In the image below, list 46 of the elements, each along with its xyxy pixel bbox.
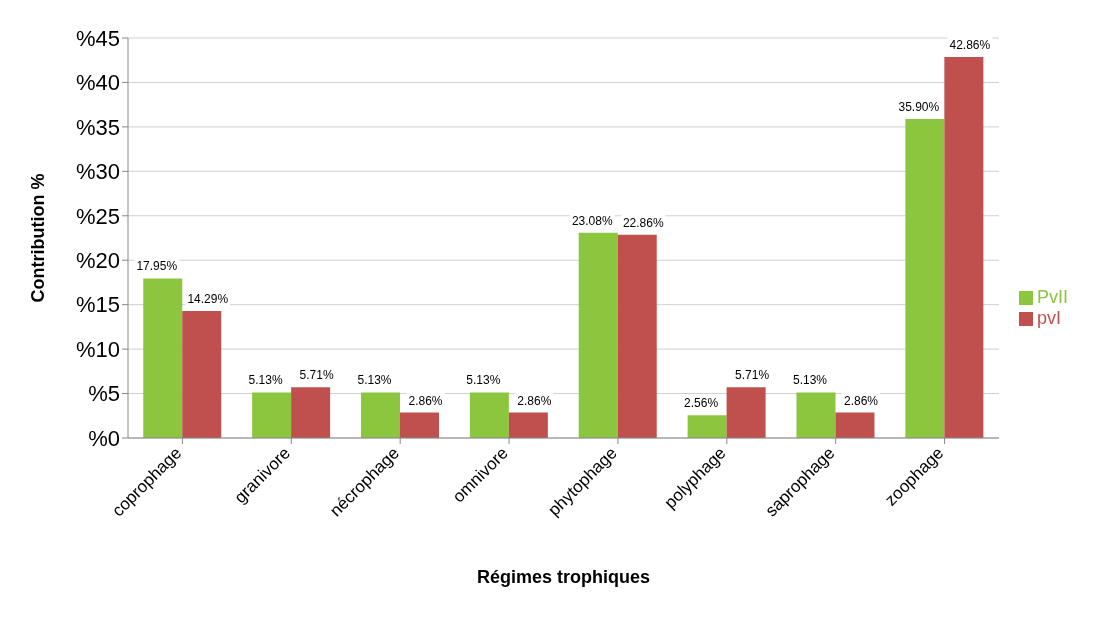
x-axis-title: Régimes trophiques [476, 567, 651, 587]
data-label: 23.08% [571, 213, 613, 228]
data-label: 22.86% [622, 215, 664, 230]
data-label: 14.29% [187, 291, 229, 306]
bar [687, 415, 727, 438]
data-label: 5.13% [792, 373, 828, 388]
bar [944, 57, 984, 438]
bar [578, 232, 618, 438]
data-label: 17.95% [136, 259, 178, 274]
data-label: 5.13% [466, 373, 501, 388]
data-label: 42.86% [949, 38, 991, 53]
data-label: 2.86% [843, 393, 879, 408]
bar [399, 412, 439, 438]
bar [143, 278, 183, 438]
data-label: 2.86% [408, 393, 443, 408]
bar [835, 412, 875, 438]
data-label: 2.56% [684, 396, 719, 411]
bar [617, 234, 657, 438]
legend-label: pvI [1036, 308, 1061, 328]
y-tick-label: %0 [88, 425, 120, 451]
bar [469, 392, 509, 438]
bar [905, 118, 945, 438]
data-label: 5.13% [248, 373, 283, 388]
bar [291, 387, 331, 438]
bar [508, 412, 548, 438]
bar [796, 392, 836, 438]
bar [726, 387, 766, 438]
y-tick-label: %40 [75, 70, 120, 96]
data-label: 5.13% [357, 373, 392, 388]
y-tick-label: %20 [75, 248, 120, 274]
y-tick-label: %45 [75, 25, 120, 51]
bar [182, 310, 222, 438]
y-tick-label: %35 [75, 114, 120, 140]
data-label: 5.71% [299, 368, 334, 383]
y-tick-label: %15 [75, 292, 120, 318]
y-tick-label: %10 [75, 336, 120, 362]
y-tick-label: %30 [75, 159, 120, 185]
bar [360, 392, 400, 438]
data-label: 5.71% [735, 368, 770, 383]
data-label: 35.90% [898, 99, 940, 114]
bar [252, 392, 292, 438]
data-label: 2.86% [517, 393, 552, 408]
y-tick-label: %5 [88, 381, 120, 407]
y-tick-label: %25 [75, 203, 120, 229]
legend-label: PvII [1036, 287, 1068, 307]
y-axis-title: Contribution % [28, 173, 49, 303]
